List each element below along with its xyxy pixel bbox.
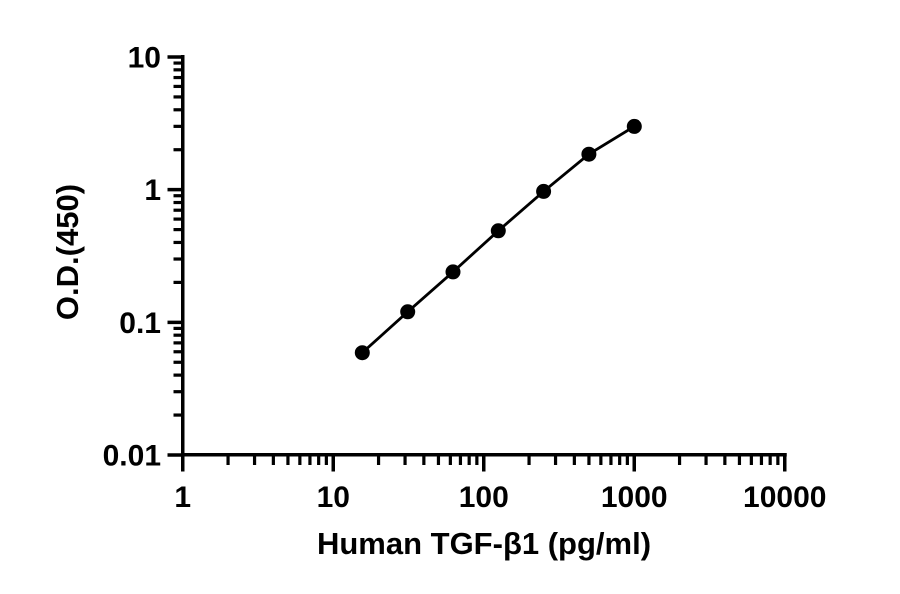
axes: 1 10 100 1000 10000 0.01 0.1 1 10 — [103, 41, 827, 514]
data-point — [581, 146, 597, 162]
y-tick-label: 0.01 — [103, 440, 161, 473]
y-tick-label: 10 — [128, 41, 161, 74]
data-point — [445, 264, 461, 280]
data-point — [626, 118, 642, 134]
data-point — [536, 183, 552, 199]
x-tick-label: 100 — [459, 481, 509, 514]
data-point — [490, 223, 506, 239]
x-tick-label: 10000 — [743, 481, 826, 514]
curve-line — [361, 125, 636, 354]
x-tick-label: 1000 — [601, 481, 668, 514]
data-point — [354, 345, 370, 361]
x-tick-label: 1 — [174, 481, 191, 514]
data-point — [400, 304, 416, 320]
y-tick-label: 0.1 — [119, 307, 161, 340]
x-axis-title: Human TGF-β1 (pg/ml) — [317, 526, 651, 561]
x-tick-label: 10 — [317, 481, 350, 514]
data-series — [354, 118, 642, 361]
y-axis-title: O.D.(450) — [50, 184, 85, 320]
y-tick-label: 1 — [144, 174, 161, 207]
